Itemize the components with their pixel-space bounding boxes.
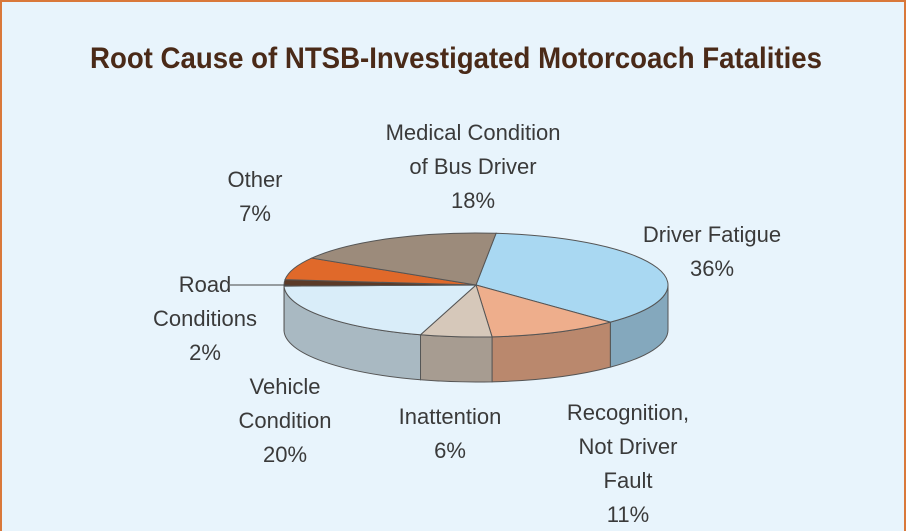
value-label: 7% [239,201,271,226]
slice-label: Medical Condition of Bus Driver 18% [384,116,562,218]
value-label: 11% [606,502,650,527]
value-label: 18% [450,188,496,213]
slice-label: Inattention 6% [385,400,515,468]
pie-slice [283,284,478,336]
slice-label: Driver Fatigue 36% [627,218,797,286]
slice-label: Vehicle Condition 20% [230,370,340,472]
category-label: Medical Condition of Bus Driver [385,120,561,179]
value-label: 6% [434,438,466,463]
category-label: Inattention [398,404,502,429]
pie-slice [310,232,497,286]
pie-slice [475,284,613,338]
value-label: 2% [189,340,221,365]
chart-title: Root Cause of NTSB-Investigated Motorcoa… [90,42,822,75]
pie-slice [475,232,669,323]
category-label: Driver Fatigue [642,222,782,247]
category-label: Recognition, Not Driver Fault [566,400,690,493]
category-label: Road Conditions [153,272,257,331]
slice-label: Road Conditions 2% [149,268,261,370]
pie [283,232,669,383]
slice-label: Other 7% [215,163,295,231]
slice-label: Recognition, Not Driver Fault 11% [552,396,704,531]
category-label: Other [227,167,283,192]
pie-side [420,334,493,383]
value-label: 36% [689,256,735,281]
value-label: 20% [262,442,308,467]
category-label: Vehicle Condition [238,374,332,433]
